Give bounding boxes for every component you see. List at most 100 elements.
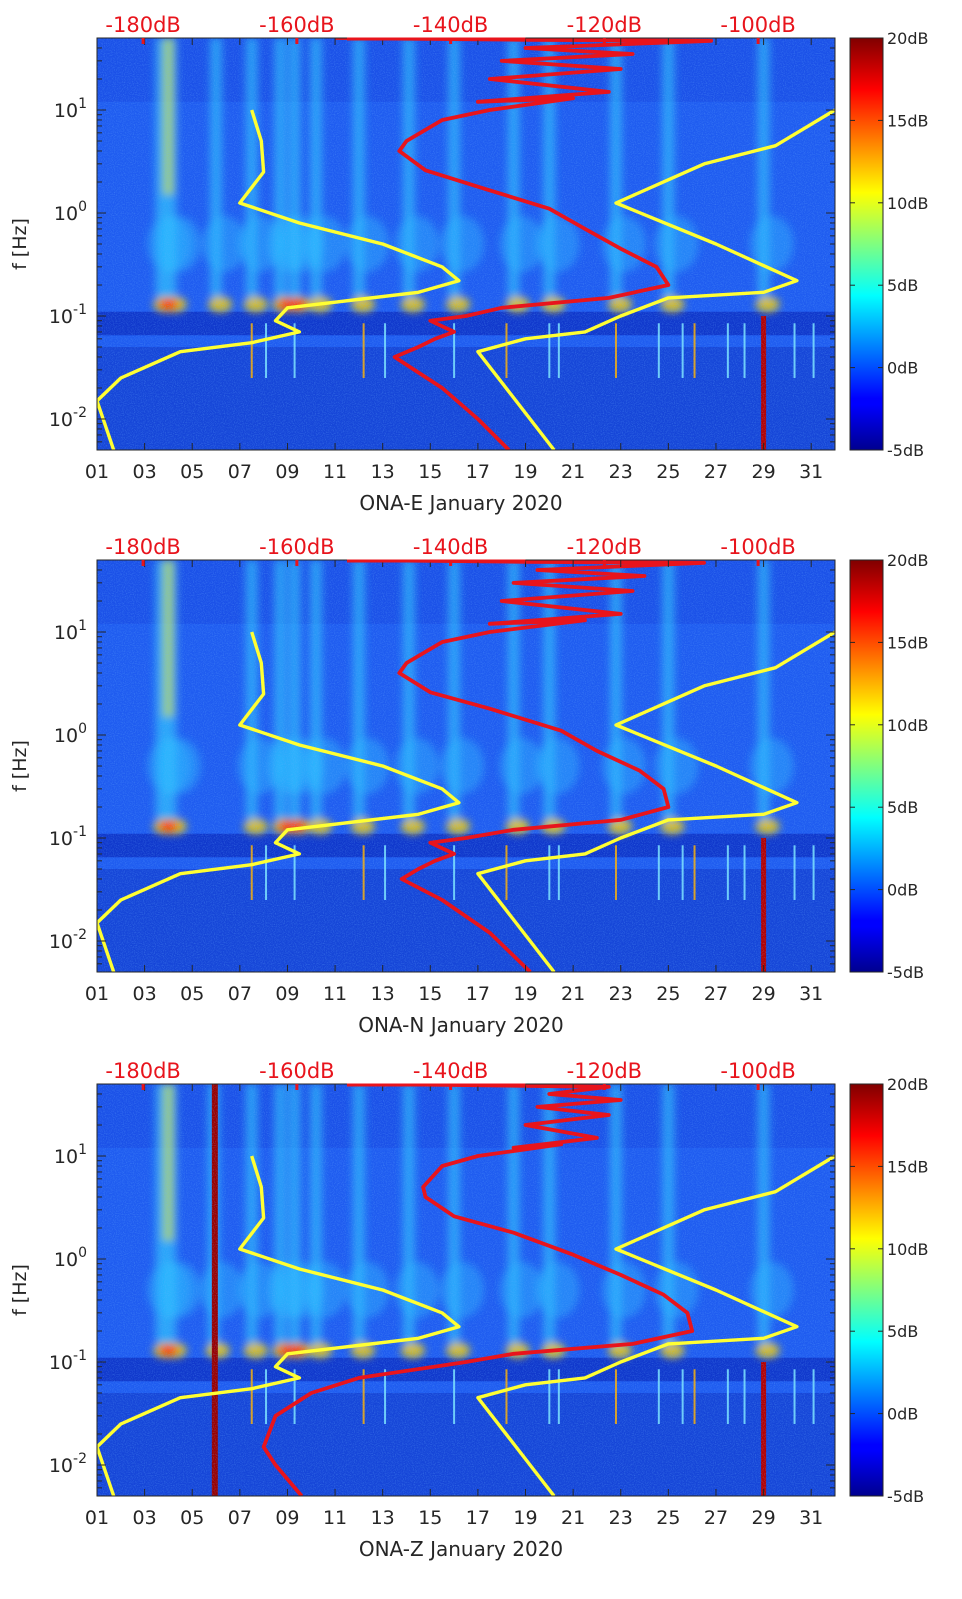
colorbar: 20dB 15dB 10dB 5dB 0dB -5dB <box>849 29 929 460</box>
y-tick-label: 100 <box>54 1245 87 1271</box>
x-tick-label: 05 <box>180 1507 204 1529</box>
x-axis-label: ONA-E January 2020 <box>359 491 562 515</box>
plot-area <box>97 38 835 450</box>
top-tick-label: -180dB <box>105 1059 180 1083</box>
top-tick-label: -160dB <box>259 13 334 37</box>
x-tick-label: 25 <box>656 983 680 1005</box>
colorbar-gradient <box>849 1083 884 1497</box>
x-tick-label: 31 <box>799 1507 823 1529</box>
yellow-curve-high <box>476 630 835 972</box>
top-axis: -180dB -160dB -140dB -120dB -100dB <box>105 1059 796 1090</box>
colorbar-tick-label: 15dB <box>887 633 929 652</box>
plot-area <box>97 560 835 972</box>
x-tick-label: 09 <box>275 461 299 483</box>
x-tick-label: 23 <box>609 983 633 1005</box>
x-tick-label: 15 <box>418 461 442 483</box>
spectrogram-panel-3: 01 03 05 07 09 11 13 15 17 19 21 23 25 27 29 31 ONA-Z Ja… <box>9 1059 929 1561</box>
x-tick-label: 07 <box>228 1507 252 1529</box>
x-tick-label: 11 <box>323 461 347 483</box>
top-tick-label: -140dB <box>413 13 488 37</box>
colorbar-tick-label: 15dB <box>887 111 929 130</box>
top-tick-label: -180dB <box>105 13 180 37</box>
top-tick-label: -120dB <box>567 1059 642 1083</box>
x-tick-label: 21 <box>561 1507 585 1529</box>
colorbar-tick-label: 10dB <box>887 1240 929 1259</box>
colorbar-tick-label: 15dB <box>887 1157 929 1176</box>
colorbar-tick-label: 20dB <box>887 1075 929 1094</box>
red-curve <box>346 560 706 972</box>
x-tick-label: 21 <box>561 461 585 483</box>
top-tick-label: -100dB <box>720 535 795 559</box>
x-axis: 01 03 05 07 09 11 13 15 17 19 21 23 25 27 29 31 <box>85 38 823 483</box>
x-tick-label: 21 <box>561 983 585 1005</box>
colorbar-gradient <box>849 37 884 451</box>
y-axis-label: f [Hz] <box>9 740 31 792</box>
x-axis: 01 03 05 07 09 11 13 15 17 19 21 23 25 27 29 31 <box>85 560 823 1005</box>
x-tick-label: 01 <box>85 1507 109 1529</box>
colorbar-tick-label: -5dB <box>887 441 924 460</box>
yellow-curve-high <box>476 1154 835 1496</box>
x-tick-label: 15 <box>418 983 442 1005</box>
x-tick-label: 03 <box>133 983 157 1005</box>
spectrogram-panel-2: 01 03 05 07 09 11 13 15 17 19 21 23 25 27 29 31 ONA-N Ja… <box>9 535 929 1037</box>
x-tick-label: 27 <box>704 1507 728 1529</box>
top-tick-label: -140dB <box>413 1059 488 1083</box>
plot-area <box>97 1084 835 1496</box>
x-tick-label: 25 <box>656 1507 680 1529</box>
y-tick-label: 10-1 <box>49 824 87 850</box>
noise-texture <box>97 560 835 972</box>
noise-texture <box>97 38 835 450</box>
x-tick-label: 29 <box>751 983 775 1005</box>
y-tick-label: 100 <box>54 721 87 747</box>
x-tick-label: 27 <box>704 983 728 1005</box>
colorbar-tick-label: 5dB <box>887 1322 918 1341</box>
y-axis: 10-2 100 101 10-1 <box>49 1083 835 1497</box>
colorbar-tick-label: 5dB <box>887 798 918 817</box>
x-tick-label: 01 <box>85 983 109 1005</box>
x-tick-label: 07 <box>228 461 252 483</box>
x-tick-label: 23 <box>609 1507 633 1529</box>
colorbar-tick-label: 20dB <box>887 551 929 570</box>
top-tick-label: -100dB <box>720 1059 795 1083</box>
y-tick-label: 10-2 <box>49 927 87 953</box>
x-tick-label: 19 <box>513 983 537 1005</box>
x-tick-label: 29 <box>751 461 775 483</box>
colorbar: 20dB 15dB 10dB 5dB 0dB -5dB <box>849 551 929 982</box>
colorbar-tick-label: 0dB <box>887 881 918 900</box>
x-tick-label: 07 <box>228 983 252 1005</box>
x-tick-label: 13 <box>371 461 395 483</box>
yellow-curve-low <box>97 631 461 972</box>
spectrogram-panel-1: 01 03 05 07 09 11 13 15 17 19 21 23 25 27 29 31 ONA-E Ja… <box>9 13 929 515</box>
x-axis-label: ONA-N January 2020 <box>358 1013 564 1037</box>
y-tick-label: 101 <box>54 618 87 644</box>
x-tick-label: 11 <box>323 983 347 1005</box>
y-tick-label: 100 <box>54 199 87 225</box>
yellow-curve-low <box>97 1155 461 1496</box>
y-tick-label: 101 <box>54 96 87 122</box>
x-tick-label: 03 <box>133 461 157 483</box>
x-tick-label: 03 <box>133 1507 157 1529</box>
colorbar-tick-label: 10dB <box>887 716 929 735</box>
y-tick-label: 10-1 <box>49 302 87 328</box>
x-tick-label: 09 <box>275 983 299 1005</box>
x-tick-label: 13 <box>371 983 395 1005</box>
red-curve <box>261 1084 695 1496</box>
x-tick-label: 01 <box>85 461 109 483</box>
colorbar-tick-label: 0dB <box>887 359 918 378</box>
colorbar-tick-label: 5dB <box>887 276 918 295</box>
x-tick-label: 19 <box>513 1507 537 1529</box>
x-axis: 01 03 05 07 09 11 13 15 17 19 21 23 25 27 29 31 <box>85 1084 823 1529</box>
x-tick-label: 31 <box>799 983 823 1005</box>
x-tick-label: 19 <box>513 461 537 483</box>
top-tick-label: -180dB <box>105 535 180 559</box>
y-axis-label: f [Hz] <box>9 1264 31 1316</box>
top-tick-label: -140dB <box>413 535 488 559</box>
x-tick-label: 29 <box>751 1507 775 1529</box>
top-tick-label: -120dB <box>567 535 642 559</box>
x-tick-label: 13 <box>371 1507 395 1529</box>
x-tick-label: 15 <box>418 1507 442 1529</box>
y-tick-label: 101 <box>54 1142 87 1168</box>
top-tick-label: -120dB <box>567 13 642 37</box>
x-tick-label: 25 <box>656 461 680 483</box>
top-tick-label: -160dB <box>259 535 334 559</box>
